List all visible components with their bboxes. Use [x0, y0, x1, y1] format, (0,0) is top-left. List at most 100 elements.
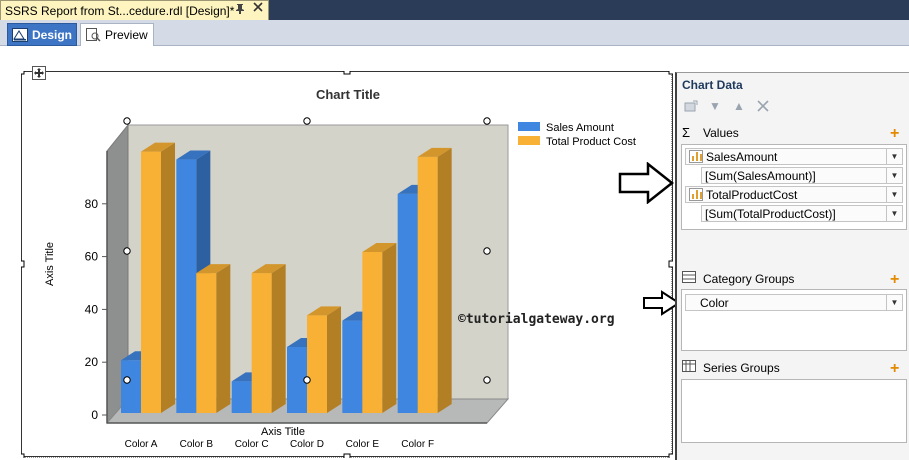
properties-icon[interactable] [682, 97, 700, 115]
x-tick-label: Color F [401, 439, 434, 450]
tab-preview-label: Preview [105, 28, 148, 42]
bar-sales-amount [342, 320, 363, 413]
resize-handle [303, 376, 311, 384]
tab-preview[interactable]: Preview [80, 23, 154, 46]
resize-handle [483, 376, 491, 384]
chart-svg: Chart Title Axis Title Axis Title 0 20 40 6… [21, 71, 673, 458]
resize-handle [668, 260, 673, 268]
bar-top [251, 264, 286, 274]
x-tick-label: Color A [125, 439, 158, 450]
view-tab-strip: Design Preview [0, 20, 909, 46]
list-icon [682, 271, 698, 286]
category-groups-label: Category Groups [703, 271, 795, 286]
pin-icon[interactable] [235, 3, 245, 18]
legend-label: Sales Amount [546, 122, 614, 134]
bar-top [417, 147, 452, 157]
value-field-row[interactable]: SalesAmount ▼ [685, 148, 903, 165]
bar-top [307, 306, 341, 316]
chart-data-pane-title: Chart Data [682, 78, 743, 92]
chevron-down-icon[interactable]: ▼ [886, 187, 902, 202]
value-expression-row[interactable]: [Sum(TotalProductCost)] ▼ [701, 205, 903, 222]
move-down-icon[interactable]: ▼ [709, 99, 721, 113]
delete-icon[interactable] [754, 97, 772, 115]
bar-side [216, 264, 231, 413]
series-groups-header: Series Groups [682, 360, 780, 375]
resize-handle [303, 117, 311, 125]
document-tab[interactable]: SSRS Report from St...cedure.rdl [Design… [0, 0, 269, 20]
table-icon [682, 360, 698, 375]
x-tick-label: Color D [290, 439, 324, 450]
tab-design[interactable]: Design [7, 23, 77, 46]
y-tick-label: 40 [85, 302, 99, 316]
bar-sales-amount [121, 360, 141, 413]
x-axis-title[interactable]: Axis Title [261, 426, 305, 438]
document-tab-strip: SSRS Report from St...cedure.rdl [Design… [0, 0, 909, 20]
chevron-down-icon[interactable]: ▼ [886, 149, 902, 164]
resize-handle [483, 247, 491, 255]
value-field-name: TotalProductCost [706, 187, 798, 202]
category-groups-box: Color ▼ [681, 289, 907, 351]
bar-sales-amount [231, 381, 252, 413]
bar-total-product-cost [362, 251, 383, 413]
resize-handle [21, 260, 25, 268]
bar-top [176, 150, 211, 160]
resize-handle [668, 71, 673, 75]
chevron-down-icon[interactable]: ▼ [886, 295, 902, 310]
resize-handle [123, 117, 131, 125]
chart-title[interactable]: Chart Title [316, 87, 380, 102]
resize-handle [343, 71, 351, 75]
category-group-row[interactable]: Color ▼ [685, 294, 903, 311]
bar-top [141, 142, 175, 152]
series-groups-box [681, 379, 907, 443]
close-icon[interactable] [253, 2, 263, 12]
move-handle-icon[interactable] [32, 66, 46, 80]
y-tick-label: 60 [85, 250, 99, 264]
bar-sales-amount [287, 347, 307, 413]
add-series-group-icon[interactable]: + [890, 360, 900, 377]
bar-side [271, 264, 286, 413]
add-value-icon[interactable]: + [890, 125, 900, 142]
bar-side [327, 306, 341, 413]
bar-sales-amount [397, 193, 418, 413]
bar-side [382, 242, 397, 413]
bar-total-product-cost [251, 273, 272, 413]
preview-icon [86, 28, 101, 42]
value-field-row[interactable]: TotalProductCost ▼ [685, 186, 903, 203]
resize-handle [343, 453, 351, 458]
chart-control[interactable]: Chart Title Axis Title Axis Title 0 20 40 6… [21, 66, 673, 458]
sigma-icon: Σ [682, 125, 691, 140]
legend-swatch [518, 122, 540, 131]
bar-side [161, 142, 175, 413]
bar-top [362, 242, 397, 252]
y-axis-title[interactable]: Axis Title [44, 242, 56, 286]
design-icon [12, 27, 28, 42]
move-up-icon[interactable]: ▲ [733, 99, 745, 113]
watermark-text: ©tutorialgateway.org [458, 312, 615, 327]
x-tick-label: Color B [180, 439, 214, 450]
bar-chart-icon [689, 188, 703, 201]
callout-arrow-icon [643, 290, 681, 316]
y-tick-label: 0 [91, 408, 98, 422]
resize-handle [21, 453, 25, 458]
tab-design-label: Design [32, 27, 73, 42]
legend-label: Total Product Cost [546, 136, 636, 148]
chevron-down-icon[interactable]: ▼ [886, 168, 902, 183]
chevron-down-icon[interactable]: ▼ [886, 206, 902, 221]
resize-handle [123, 247, 131, 255]
y-tick-label: 20 [85, 355, 99, 369]
category-group-name: Color [700, 295, 729, 310]
value-expression: [Sum(TotalProductCost)] [705, 206, 836, 221]
y-tick-label: 80 [85, 197, 99, 211]
bar-total-product-cost [141, 151, 161, 413]
legend-swatch [518, 136, 540, 145]
bar-side [437, 147, 452, 414]
bar-chart-icon [689, 150, 703, 163]
value-expression: [Sum(SalesAmount)] [705, 168, 816, 183]
chart-data-pane: Chart Data ▼ ▲ Σ Values + SalesAmount ▼ … [675, 72, 909, 460]
bar-total-product-cost [196, 273, 217, 413]
x-tick-label: Color E [346, 439, 380, 450]
add-category-group-icon[interactable]: + [890, 271, 900, 288]
value-expression-row[interactable]: [Sum(SalesAmount)] ▼ [701, 167, 903, 184]
document-tab-title: SSRS Report from St...cedure.rdl [Design… [5, 3, 235, 18]
design-canvas[interactable]: Chart Title Axis Title Axis Title 0 20 40 6… [0, 46, 675, 460]
